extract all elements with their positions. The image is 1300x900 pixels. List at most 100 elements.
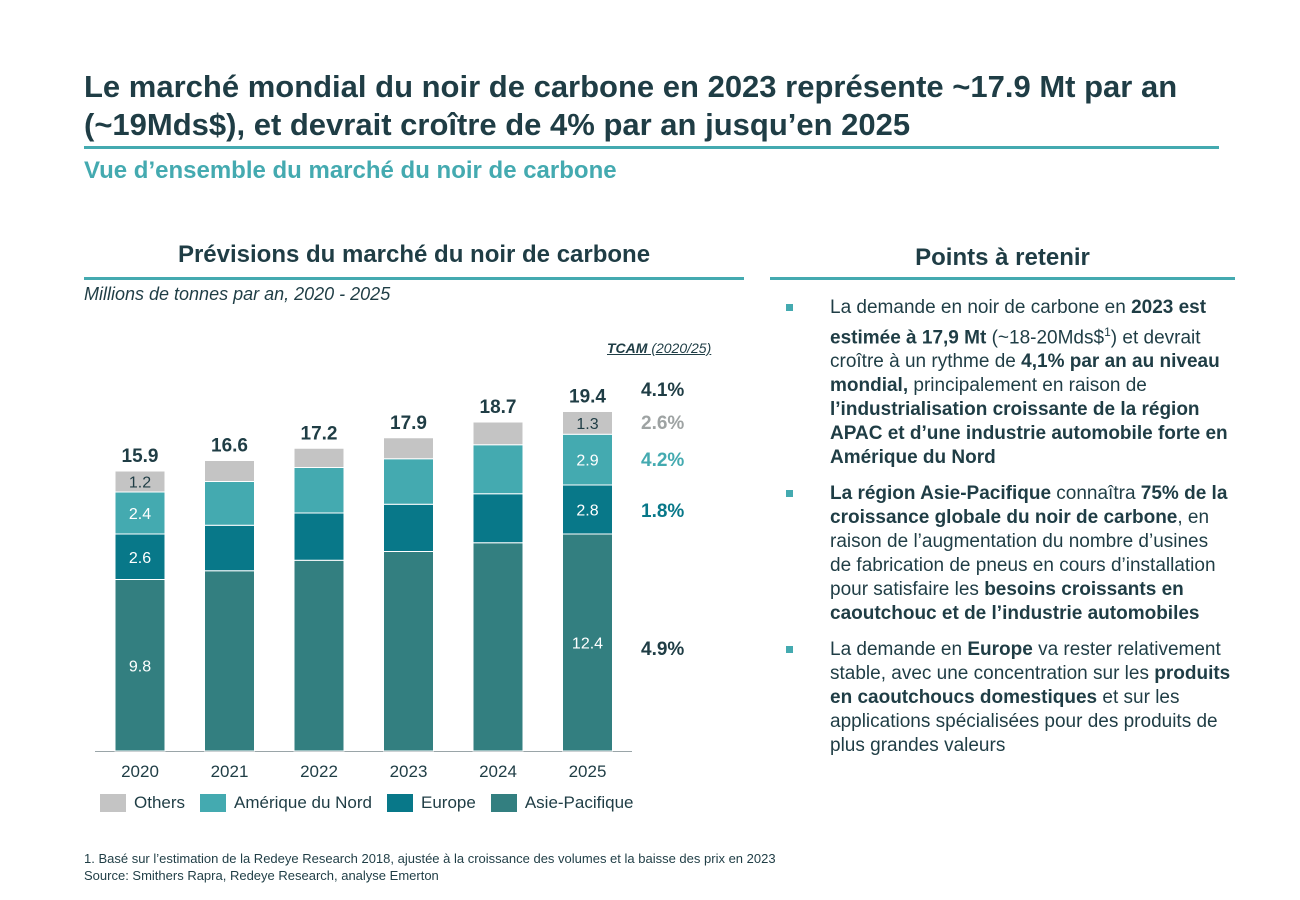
key-point-text: l’industrialisation croissante de la rég… bbox=[830, 399, 1228, 469]
bar-segment-am-rique-du-nord-2023 bbox=[383, 458, 434, 505]
bar-segment-europe-2024 bbox=[472, 493, 524, 544]
segment-label: 1.2 bbox=[129, 475, 151, 492]
page-title: Le marché mondial du noir de carbone en … bbox=[84, 69, 1178, 142]
tcam-europe: 1.8% bbox=[641, 501, 685, 522]
bar-segment-others-2023 bbox=[383, 437, 434, 460]
legend-item: Others bbox=[100, 793, 185, 813]
x-tick-label: 2021 bbox=[211, 762, 249, 781]
bullet-square-icon bbox=[786, 646, 793, 654]
bar-segment-asie-pacifique-2022 bbox=[293, 559, 345, 752]
key-point-item: La demande en Europe va rester relativem… bbox=[784, 638, 1234, 758]
title-divider bbox=[84, 146, 1219, 149]
segment-label: 1.3 bbox=[576, 416, 598, 433]
tcam-others: 2.6% bbox=[641, 413, 685, 434]
bar-segment-others-2022 bbox=[293, 447, 345, 468]
bar-segment-asie-pacifique-2021 bbox=[204, 570, 255, 752]
bar-segment-europe-2025 bbox=[562, 484, 613, 535]
legend-item: Amérique du Nord bbox=[200, 793, 372, 813]
key-point-text: et sur les applications spécialisées pou… bbox=[830, 687, 1218, 757]
tcam-header: TCAM (2020/25) bbox=[607, 340, 711, 356]
chart-panel-divider bbox=[84, 277, 744, 280]
key-point-text: besoins croissants en caoutchouc et de l… bbox=[830, 579, 1200, 625]
bar-segment-asie-pacifique-2023 bbox=[383, 551, 434, 752]
x-tick-label: 2022 bbox=[300, 762, 338, 781]
legend-swatch bbox=[387, 794, 413, 812]
key-point-text: La région Asie-Pacifique bbox=[830, 483, 1052, 505]
x-tick-label: 2024 bbox=[479, 762, 517, 781]
bar-segment-am-rique-du-nord-2024 bbox=[472, 444, 524, 495]
segment-label: 2.8 bbox=[576, 503, 598, 520]
bar-segment-others-2024 bbox=[472, 421, 524, 446]
bar-total-label: 15.9 bbox=[122, 446, 159, 467]
bullet-square-icon bbox=[786, 490, 793, 498]
key-point-text: 75% de la croissance globale du noir de … bbox=[830, 483, 1228, 529]
x-tick-label: 2020 bbox=[121, 762, 159, 781]
key-point-text: 2023 est estimée à 17,9 Mt bbox=[830, 297, 1207, 349]
bar-segment-am-rique-du-nord-2021 bbox=[204, 481, 255, 526]
bar-total-label: 17.2 bbox=[301, 423, 338, 444]
bar-total-label: 17.9 bbox=[390, 413, 427, 434]
footnote: 1. Basé sur l’estimation de la Redeye Re… bbox=[84, 850, 776, 884]
bar-segment-am-rique-du-nord-2020 bbox=[114, 491, 166, 535]
key-point-text: , en raison de l’augmentation du nombre … bbox=[830, 507, 1216, 601]
legend-label: Amérique du Nord bbox=[234, 793, 372, 812]
bar-total-label: 16.6 bbox=[211, 436, 248, 457]
segment-label: 9.8 bbox=[129, 658, 151, 675]
segment-label: 2.4 bbox=[129, 506, 151, 523]
key-point-item: La demande en noir de carbone en 2023 es… bbox=[784, 296, 1234, 470]
segment-label: 2.9 bbox=[576, 453, 598, 470]
key-point-text: 4,1% par an au niveau mondial, bbox=[830, 351, 1220, 397]
key-point-text: Europe bbox=[967, 639, 1033, 661]
segment-label: 12.4 bbox=[572, 636, 603, 653]
tcam-period: (2020/25) bbox=[647, 340, 712, 356]
key-points-title: Points à retenir bbox=[915, 244, 1090, 271]
key-point-text: (~18-20Mds$ bbox=[986, 327, 1105, 349]
key-point-text: principalement en raison de bbox=[908, 375, 1147, 397]
bar-segment-others-2021 bbox=[204, 460, 255, 482]
legend-label: Asie-Pacifique bbox=[524, 793, 634, 812]
legend-item: Europe bbox=[387, 793, 476, 813]
footnote-note: 1. Basé sur l’estimation de la Redeye Re… bbox=[84, 851, 776, 866]
bar-segment-europe-2021 bbox=[204, 524, 255, 572]
bullet-square-icon bbox=[786, 304, 793, 311]
chart-panel-title: Prévisions du marché du noir de carbone bbox=[177, 241, 651, 268]
key-point-text: connaîtra bbox=[1051, 483, 1141, 505]
legend-label: Europe bbox=[421, 793, 476, 812]
bar-total-label: 18.7 bbox=[480, 397, 517, 418]
key-points-list: La demande en noir de carbone en 2023 es… bbox=[784, 296, 1234, 770]
bar-segment-europe-2022 bbox=[293, 512, 345, 561]
bar-total-label: 19.4 bbox=[569, 387, 606, 408]
bar-segment-asie-pacifique-2020 bbox=[114, 579, 166, 752]
legend-label: Others bbox=[134, 793, 186, 812]
bar-segment-asie-pacifique-2025 bbox=[562, 533, 613, 752]
tcam-total: 4.1% bbox=[641, 380, 685, 401]
legend-swatch bbox=[490, 794, 517, 812]
tcam-label: TCAM bbox=[607, 340, 648, 356]
key-point-text: ) et devrait croître à un rythme de bbox=[830, 327, 1201, 373]
bar-segment-am-rique-du-nord-2022 bbox=[293, 467, 345, 514]
chart-units: Millions de tonnes par an, 2020 - 2025 bbox=[84, 284, 391, 304]
chart-legend: Others Amérique du Nord Europe Asie-Pacifiq… bbox=[100, 793, 649, 813]
key-point-text: 1 bbox=[1104, 325, 1111, 339]
key-point-text: va rester relativement stable, avec une … bbox=[830, 639, 1221, 685]
bar-segment-others-2025 bbox=[562, 411, 613, 435]
x-tick-label: 2023 bbox=[390, 762, 428, 781]
bar-segment-europe-2020 bbox=[114, 533, 166, 580]
tcam-north-america: 4.2% bbox=[641, 450, 685, 471]
footnote-source: Source: Smithers Rapra, Redeye Research,… bbox=[84, 868, 439, 883]
key-point-text: La demande en noir de carbone en bbox=[830, 297, 1132, 318]
key-points-divider bbox=[770, 277, 1235, 280]
x-tick-label: 2025 bbox=[569, 762, 607, 781]
page-subtitle: Vue d’ensemble du marché du noir de carb… bbox=[84, 157, 617, 184]
bar-segment-others-2020 bbox=[114, 470, 166, 493]
segment-label: 2.6 bbox=[129, 550, 151, 567]
key-point-text: produits en caoutchoucs domestiques bbox=[830, 663, 1231, 709]
legend-swatch bbox=[200, 794, 227, 812]
legend-swatch bbox=[100, 794, 126, 812]
bar-segment-europe-2023 bbox=[383, 503, 434, 552]
tcam-asia-pacific: 4.9% bbox=[641, 639, 685, 660]
key-point-item: La région Asie-Pacifique connaîtra 75% d… bbox=[784, 482, 1234, 626]
bar-segment-asie-pacifique-2024 bbox=[472, 542, 524, 752]
legend-item: Asie-Pacifique bbox=[490, 793, 634, 813]
